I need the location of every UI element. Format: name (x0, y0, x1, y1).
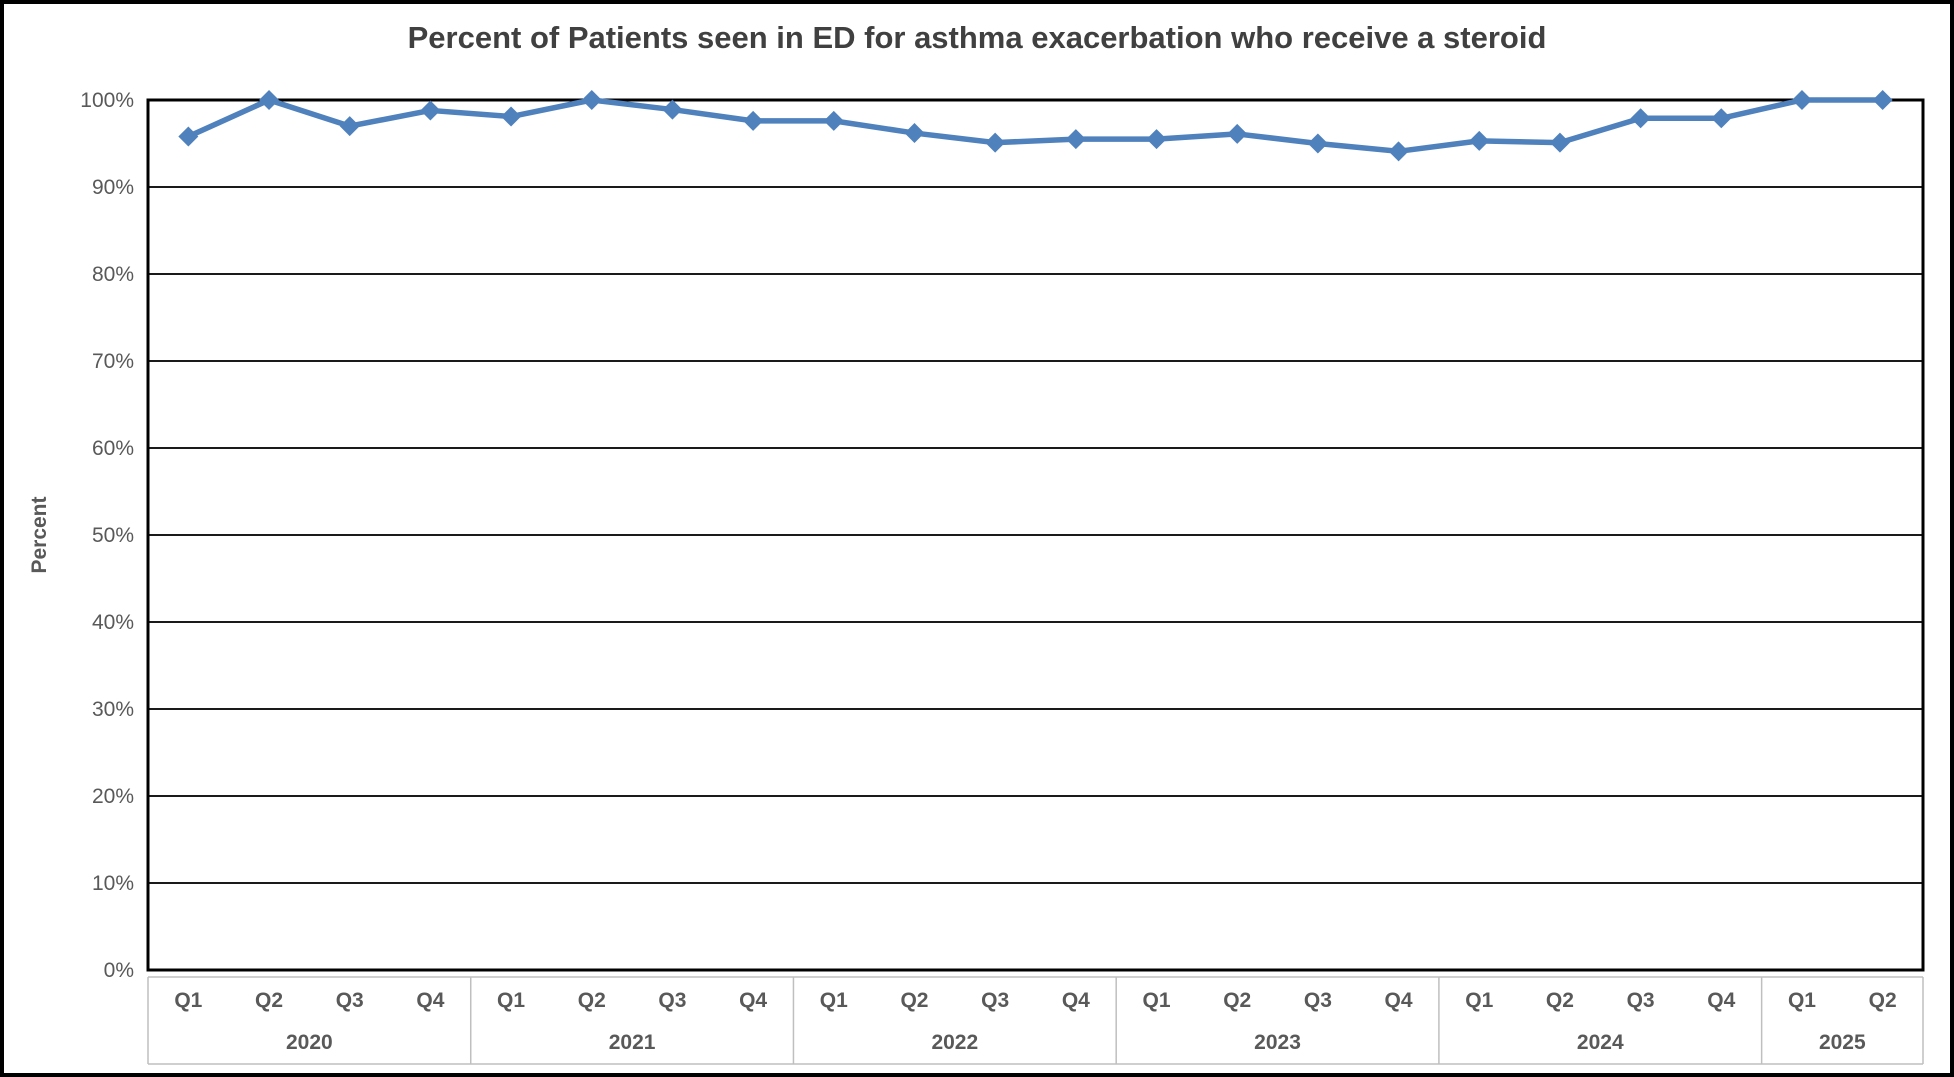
line-chart: 0% 10% 20% 30% 40% 50% 60% 70% 80% 90% 100% Percent… (28, 89, 1925, 1065)
chart-title: Percent of Patients seen in ED for asthm… (407, 20, 1547, 55)
data-point-marker (420, 100, 441, 121)
x-quarter-label: Q4 (1062, 989, 1090, 1012)
data-point-marker (1146, 129, 1167, 150)
y-tick-label: 100% (80, 89, 134, 112)
x-quarter-label: Q1 (174, 989, 202, 1012)
data-point-marker (339, 116, 360, 137)
x-quarter-label: Q3 (981, 989, 1009, 1012)
data-point-marker (1227, 123, 1248, 144)
x-quarter-label: Q3 (1627, 989, 1655, 1012)
x-quarter-label: Q4 (1707, 989, 1735, 1012)
data-point-marker (501, 106, 522, 127)
x-quarter-label: Q2 (1223, 989, 1251, 1012)
y-tick-label: 80% (92, 263, 134, 286)
data-point-marker (1711, 108, 1732, 129)
data-point-marker (985, 132, 1006, 153)
x-quarter-label: Q2 (1546, 989, 1574, 1012)
trend-line (187, 97, 1883, 155)
data-point-marker (904, 123, 925, 144)
data-point-marker (823, 110, 844, 131)
x-quarter-label: Q4 (739, 989, 767, 1012)
data-point-marker (1549, 132, 1570, 153)
x-quarter-label: Q2 (900, 989, 928, 1012)
data-point-marker (581, 90, 602, 110)
x-year-label: 2020 (286, 1031, 333, 1054)
data-point-marker (662, 99, 683, 120)
x-year-label: 2023 (1254, 1031, 1301, 1054)
x-quarter-label: Q3 (658, 989, 686, 1012)
y-tick-label: 10% (92, 872, 134, 895)
x-quarter-label: Q1 (820, 989, 848, 1012)
x-quarter-label: Q2 (1869, 989, 1897, 1012)
x-quarter-label: Q4 (416, 989, 444, 1012)
y-tick-label: 50% (92, 524, 134, 547)
x-quarter-label: Q1 (497, 989, 525, 1012)
y-tick-label: 60% (92, 437, 134, 460)
data-point-marker (1630, 108, 1651, 129)
plot-border (146, 98, 1925, 972)
data-point-marker (1791, 90, 1812, 110)
x-quarter-label: Q3 (336, 989, 364, 1012)
y-tick-label: 20% (92, 785, 134, 808)
x-quarter-label: Q2 (578, 989, 606, 1012)
x-quarter-label: Q1 (1143, 989, 1171, 1012)
x-year-label: 2024 (1577, 1031, 1624, 1054)
data-point-marker (1307, 133, 1328, 154)
data-point-marker (259, 90, 280, 110)
y-tick-label: 40% (92, 611, 134, 634)
y-axis-title: Percent (28, 496, 51, 573)
x-quarter-label: Q4 (1385, 989, 1413, 1012)
data-point-marker (1872, 90, 1893, 110)
y-tick-label: 30% (92, 698, 134, 721)
x-quarter-label: Q3 (1304, 989, 1332, 1012)
data-point-marker (743, 110, 764, 131)
x-year-label: 2025 (1819, 1031, 1866, 1054)
x-quarter-label: Q1 (1788, 989, 1816, 1012)
data-point-marker (1469, 130, 1490, 151)
data-point-marker (178, 126, 199, 147)
x-year-label: 2021 (609, 1031, 656, 1054)
x-quarter-label: Q1 (1465, 989, 1493, 1012)
x-quarter-label: Q2 (255, 989, 283, 1012)
y-tick-label: 70% (92, 350, 134, 373)
data-point-marker (1065, 129, 1086, 150)
x-year-label: 2022 (931, 1031, 978, 1054)
y-tick-label: 0% (104, 959, 134, 982)
y-tick-label: 90% (92, 176, 134, 199)
data-point-marker (1388, 141, 1409, 162)
